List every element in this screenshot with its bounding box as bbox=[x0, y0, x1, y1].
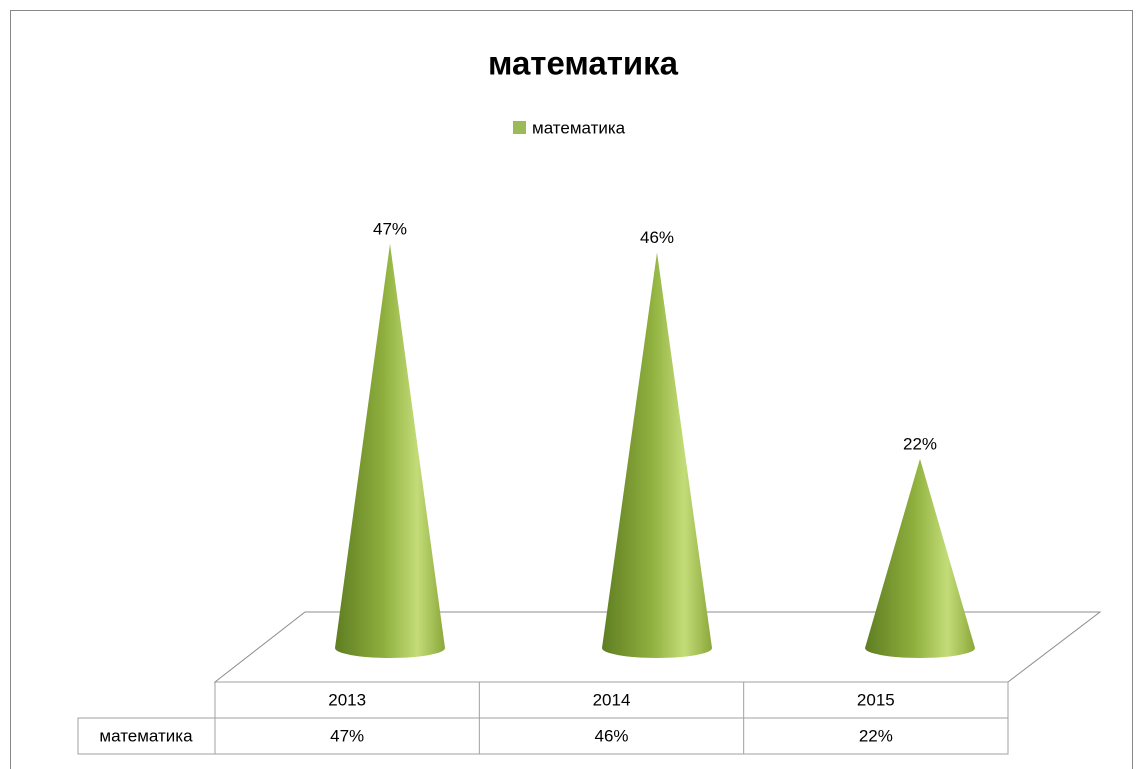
data-label: 47% bbox=[373, 219, 407, 238]
data-label: 22% bbox=[903, 434, 937, 453]
table-cell bbox=[77, 717, 216, 755]
data-label: 46% bbox=[640, 228, 674, 247]
cone bbox=[602, 252, 712, 658]
table-category: 2013 bbox=[328, 690, 366, 709]
legend-label: математика bbox=[532, 118, 626, 137]
table-value: 47% bbox=[330, 726, 364, 745]
table-value: 46% bbox=[594, 726, 628, 745]
legend-swatch bbox=[513, 121, 526, 134]
table-row-header: математика bbox=[99, 726, 193, 745]
cone bbox=[865, 458, 975, 658]
chart-border bbox=[10, 10, 1133, 769]
chart-title: математика bbox=[488, 45, 679, 82]
table-category: 2014 bbox=[593, 690, 631, 709]
table-category: 2015 bbox=[857, 690, 895, 709]
cone bbox=[335, 243, 445, 659]
table-value: 22% bbox=[859, 726, 893, 745]
